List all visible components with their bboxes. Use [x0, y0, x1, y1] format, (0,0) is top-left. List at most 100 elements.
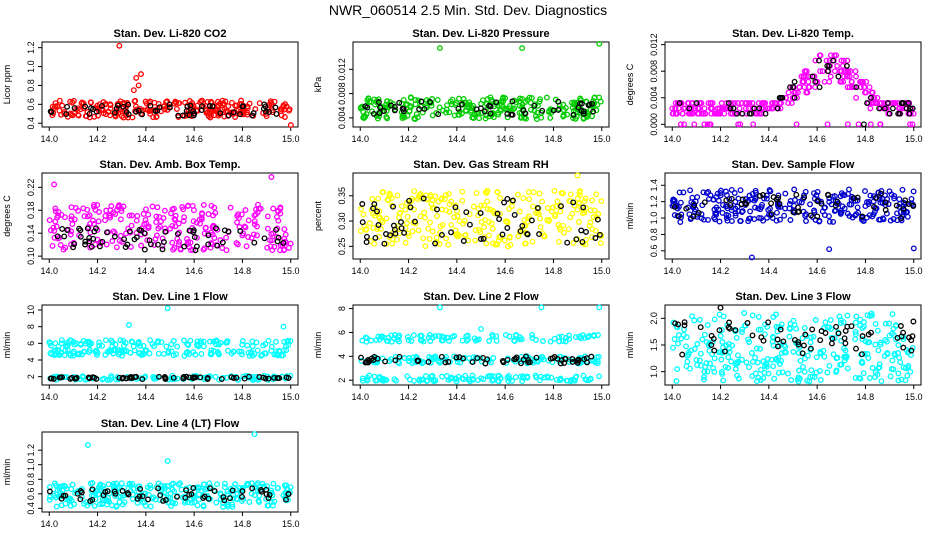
data-point: [906, 110, 913, 117]
data-point: [818, 328, 825, 335]
data-point: [597, 240, 604, 247]
data-point: [861, 89, 868, 96]
data-point: [680, 189, 687, 196]
data-point: [701, 376, 707, 383]
data-point: [595, 332, 601, 338]
data-point: [533, 337, 539, 343]
data-point: [121, 236, 128, 243]
data-point: [175, 220, 182, 227]
data-point: [239, 493, 245, 500]
data-point: [394, 336, 401, 343]
data-point: [116, 374, 123, 381]
data-point: [281, 226, 288, 233]
data-point: [895, 370, 902, 377]
data-point: [782, 343, 789, 350]
data-point: [125, 322, 132, 328]
data-point: [130, 87, 137, 94]
data-point: [517, 228, 524, 235]
data-point: [722, 363, 729, 370]
data-point: [268, 343, 275, 350]
data-point: [697, 362, 704, 369]
data-point: [369, 196, 376, 202]
x-tick-label: 15.0: [282, 392, 300, 402]
plot-frame: [352, 304, 610, 386]
data-point: [822, 319, 829, 326]
data-point: [777, 326, 784, 333]
data-point: [55, 343, 62, 350]
data-point: [245, 234, 252, 240]
data-point: [78, 100, 85, 107]
data-point: [680, 105, 687, 112]
data-point: [425, 359, 432, 365]
data-point: [813, 354, 820, 361]
data-point: [865, 201, 872, 207]
data-point: [830, 218, 837, 225]
data-point: [361, 115, 367, 122]
data-point: [197, 220, 203, 227]
data-point: [560, 222, 567, 229]
data-point: [748, 350, 755, 356]
data-point: [737, 187, 744, 194]
data-point: [277, 247, 284, 254]
data-point: [68, 204, 75, 211]
data-point: [872, 320, 879, 327]
data-point: [402, 239, 409, 246]
data-point: [125, 111, 132, 118]
data-point: [580, 108, 587, 115]
data-point: [691, 317, 698, 324]
data-point: [846, 213, 853, 220]
data-point: [287, 337, 294, 344]
data-point: [383, 114, 390, 120]
data-point: [479, 97, 486, 104]
data-point: [719, 370, 726, 377]
y-tick-label: 0.18: [26, 202, 36, 220]
data-point: [142, 347, 149, 354]
data-point: [830, 351, 837, 358]
x-tick-label: 15.0: [905, 392, 923, 402]
plot-frame: [41, 304, 299, 386]
data-point: [683, 363, 690, 370]
data-point: [91, 203, 97, 210]
data-point: [828, 340, 835, 347]
data-point: [89, 217, 96, 224]
data-point: [204, 485, 211, 492]
data-point: [596, 231, 603, 238]
data-point: [817, 377, 824, 383]
data-point: [256, 100, 263, 107]
data-point: [71, 216, 78, 223]
data-point: [365, 359, 372, 366]
data-point: [417, 191, 424, 197]
data-point: [427, 193, 434, 200]
data-point: [504, 110, 511, 117]
data-point: [910, 318, 917, 325]
data-point: [110, 347, 117, 354]
data-point: [739, 326, 746, 333]
data-point: [481, 202, 488, 209]
data-point: [758, 215, 765, 222]
data-point: [837, 361, 844, 368]
data-point: [763, 192, 770, 199]
data-point: [183, 487, 190, 494]
data-point: [874, 94, 881, 101]
data-point: [58, 349, 65, 356]
y-tick-label: 4: [337, 354, 347, 359]
data-point: [273, 213, 280, 220]
data-point: [735, 121, 742, 128]
data-point: [375, 222, 382, 228]
data-point: [703, 360, 710, 367]
data-point: [489, 333, 496, 340]
data-point: [828, 325, 834, 332]
data-point: [564, 111, 571, 118]
data-point: [439, 373, 446, 380]
data-point: [791, 94, 798, 101]
y-tick-label: 0.14: [26, 224, 36, 242]
data-point: [726, 319, 733, 326]
data-point: [844, 68, 851, 75]
data-point: [584, 359, 590, 366]
data-point: [687, 187, 694, 194]
data-point: [517, 95, 523, 102]
data-point: [427, 338, 434, 344]
data-point: [283, 496, 289, 503]
